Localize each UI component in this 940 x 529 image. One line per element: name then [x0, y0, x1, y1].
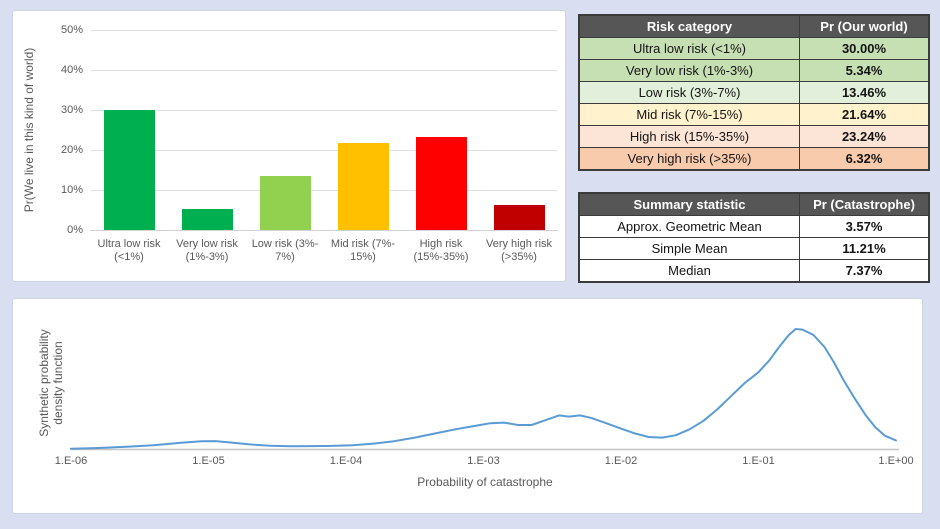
bar-chart-x-tick-label: Low risk (3%- 7%): [251, 238, 319, 263]
risk-table-header-cell: Risk category: [580, 16, 800, 37]
bar-chart-y-tick-label: 40%: [60, 64, 83, 76]
risk-table-value-cell: 13.46%: [800, 82, 928, 103]
summary-table-label-cell: Simple Mean: [580, 238, 800, 259]
risk-table-label-cell: Mid risk (7%-15%): [580, 104, 800, 125]
risk-category-table: Risk category Pr (Our world) Ultra low ris…: [578, 14, 930, 171]
density-chart-canvas: [70, 328, 899, 451]
density-x-tick-label: 1.E-06: [54, 455, 88, 467]
density-x-tick-label: 1.E-02: [604, 455, 638, 467]
risk-table-value-cell: 30.00%: [800, 38, 928, 59]
summary-table-value-cell: 7.37%: [800, 260, 928, 281]
summary-table-label-cell: Approx. Geometric Mean: [580, 216, 800, 237]
bar-chart-x-tick-label: Very high risk (>35%): [485, 238, 553, 263]
risk-table-label-cell: Very low risk (1%-3%): [580, 60, 800, 81]
risk-table-header-row: Risk category Pr (Our world): [580, 16, 928, 37]
risk-table-row: Ultra low risk (<1%) 30.00%: [580, 37, 928, 59]
risk-table-label-cell: High risk (15%-35%): [580, 126, 800, 147]
density-x-tick-label: 1.E-03: [467, 455, 500, 467]
bar-high-risk-15-35: [416, 137, 467, 230]
summary-table-value-cell: 3.57%: [800, 216, 928, 237]
bar-chart-x-tick-label: Ultra low risk (<1%): [97, 238, 161, 263]
summary-table-header-cell: Summary statistic: [580, 194, 800, 215]
bar-chart-y-tick-label: 30%: [60, 104, 83, 116]
bar-chart-y-axis-title: Pr(We live in this kind of world): [22, 47, 36, 213]
bar-chart-panel: Pr(We live in this kind of world) 0% 10% 2…: [12, 10, 566, 282]
bar-chart-gridline: [90, 190, 558, 191]
density-x-axis-title: Probability of catastrophe: [417, 475, 553, 489]
summary-statistic-table: Summary statistic Pr (Catastrophe) Approx.…: [578, 192, 930, 283]
density-curve: [70, 328, 897, 450]
bar-very-low-risk-1-3: [182, 209, 233, 230]
risk-table-value-cell: 5.34%: [800, 60, 928, 81]
risk-table-row: Low risk (3%-7%) 13.46%: [580, 81, 928, 103]
bar-chart-gridline: [90, 70, 558, 71]
summary-table-label-cell: Median: [580, 260, 800, 281]
risk-table-row: Mid risk (7%-15%) 21.64%: [580, 103, 928, 125]
bar-chart-gridline: [90, 230, 558, 231]
density-x-tick-label: 1.E+00: [878, 455, 914, 467]
bar-ultra-low-risk-1: [104, 110, 155, 230]
bar-chart-y-tick-label: 0%: [67, 224, 83, 236]
risk-table-header-cell: Pr (Our world): [800, 16, 928, 37]
risk-table-label-cell: Low risk (3%-7%): [580, 82, 800, 103]
risk-table-value-cell: 23.24%: [800, 126, 928, 147]
density-x-tick-label: 1.E-05: [192, 455, 225, 467]
summary-table-header-row: Summary statistic Pr (Catastrophe): [580, 194, 928, 215]
density-x-tick-label: 1.E-04: [329, 455, 363, 467]
bar-very-high-risk-35: [494, 205, 545, 230]
summary-table-row: Approx. Geometric Mean 3.57%: [580, 215, 928, 237]
bar-chart-gridline: [90, 110, 558, 111]
bar-chart-y-tick-label: 10%: [60, 184, 83, 196]
risk-table-row: Very high risk (>35%) 6.32%: [580, 147, 928, 169]
bar-chart-gridline: [90, 30, 558, 31]
bar-chart-x-tick-label: High risk (15%-35%): [413, 238, 469, 263]
bar-chart-x-tick-label: Mid risk (7%- 15%): [330, 238, 396, 263]
bar-chart-gridline: [90, 150, 558, 151]
bar-chart-y-tick-label: 50%: [60, 24, 83, 36]
bar-low-risk-3-7: [260, 176, 311, 230]
summary-table-row: Simple Mean 11.21%: [580, 237, 928, 259]
risk-table-row: Very low risk (1%-3%) 5.34%: [580, 59, 928, 81]
risk-table-value-cell: 6.32%: [800, 148, 928, 169]
bar-chart-x-tick-label: Very low risk (1%-3%): [176, 238, 238, 263]
summary-table-value-cell: 11.21%: [800, 238, 928, 259]
risk-table-label-cell: Very high risk (>35%): [580, 148, 800, 169]
summary-table-row: Median 7.37%: [580, 259, 928, 281]
risk-table-label-cell: Ultra low risk (<1%): [580, 38, 800, 59]
bar-mid-risk-7-15: [338, 143, 389, 230]
density-chart-panel: Synthetic probability density function P…: [12, 298, 923, 514]
risk-table-row: High risk (15%-35%) 23.24%: [580, 125, 928, 147]
density-x-tick-label: 1.E-01: [742, 455, 775, 467]
summary-table-header-cell: Pr (Catastrophe): [800, 194, 928, 215]
risk-table-value-cell: 21.64%: [800, 104, 928, 125]
bar-chart-y-tick-label: 20%: [60, 144, 83, 156]
